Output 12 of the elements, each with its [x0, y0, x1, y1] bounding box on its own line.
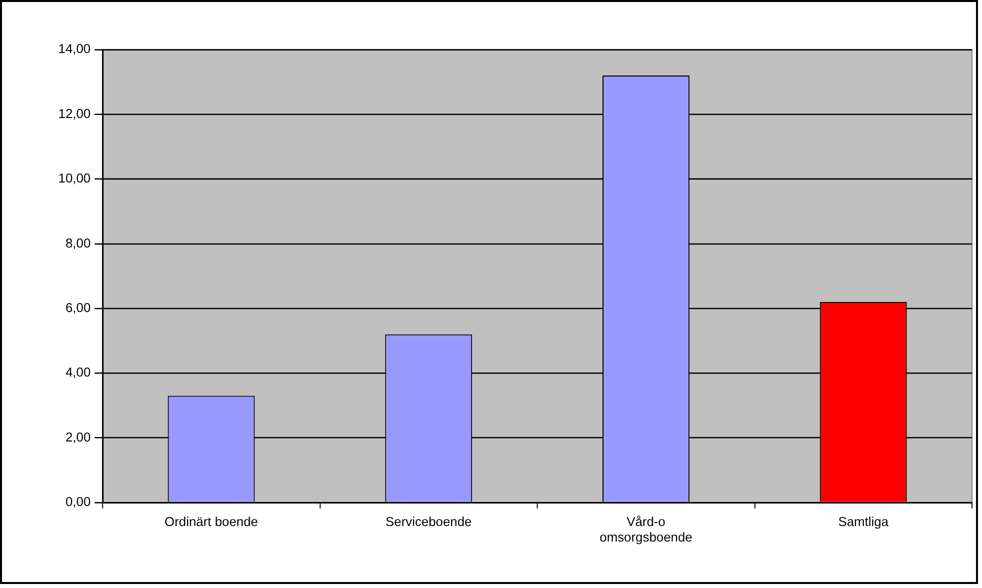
x-tick-label: Serviceboende [386, 514, 472, 529]
y-tick-label: 10,00 [58, 170, 91, 186]
y-tick-label: 14,00 [58, 41, 91, 56]
y-tick-label: 6,00 [65, 300, 91, 316]
y-tick-label: 8,00 [65, 235, 91, 250]
y-tick-label: 2,00 [65, 429, 91, 444]
y-tick-label: 4,00 [65, 364, 91, 380]
x-tick-label: Vård-o omsorgsboende [600, 514, 692, 544]
x-tick-label: Samtliga [838, 514, 890, 529]
y-tick-label: 0,00 [65, 494, 91, 510]
y-tick-label: 12,00 [58, 106, 91, 121]
x-tick-label: Ordinärt boende [164, 514, 258, 529]
